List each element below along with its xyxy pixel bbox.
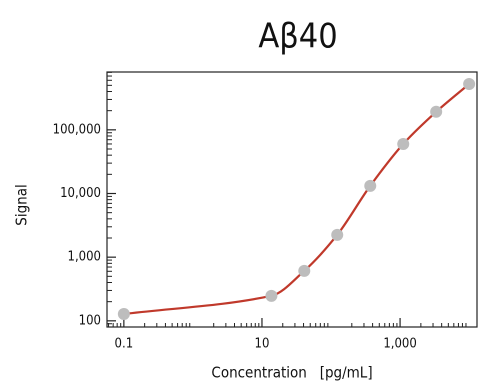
y-tick-label: 10,000 <box>60 186 101 201</box>
data-point <box>430 105 443 118</box>
y-tick-label: 100,000 <box>53 122 101 137</box>
x-tick-label: 1,000 <box>383 337 416 352</box>
data-point <box>298 264 311 277</box>
fit-curve <box>123 83 470 316</box>
data-point <box>463 77 476 90</box>
x-tick-label: 10 <box>255 337 270 352</box>
data-point <box>265 289 278 302</box>
data-point <box>397 137 410 150</box>
y-axis-label: Signal <box>13 184 31 225</box>
data-point <box>117 308 130 321</box>
chart-title: Aβ40 <box>258 17 337 57</box>
plot-frame <box>106 71 478 328</box>
data-point <box>331 228 344 241</box>
y-tick-label: 100 <box>79 313 101 328</box>
x-tick-label: 0.1 <box>115 337 134 352</box>
x-axis-label: Concentration [pg/mL] <box>211 364 372 382</box>
y-tick-label: 1,000 <box>68 250 101 265</box>
data-point <box>364 179 377 192</box>
